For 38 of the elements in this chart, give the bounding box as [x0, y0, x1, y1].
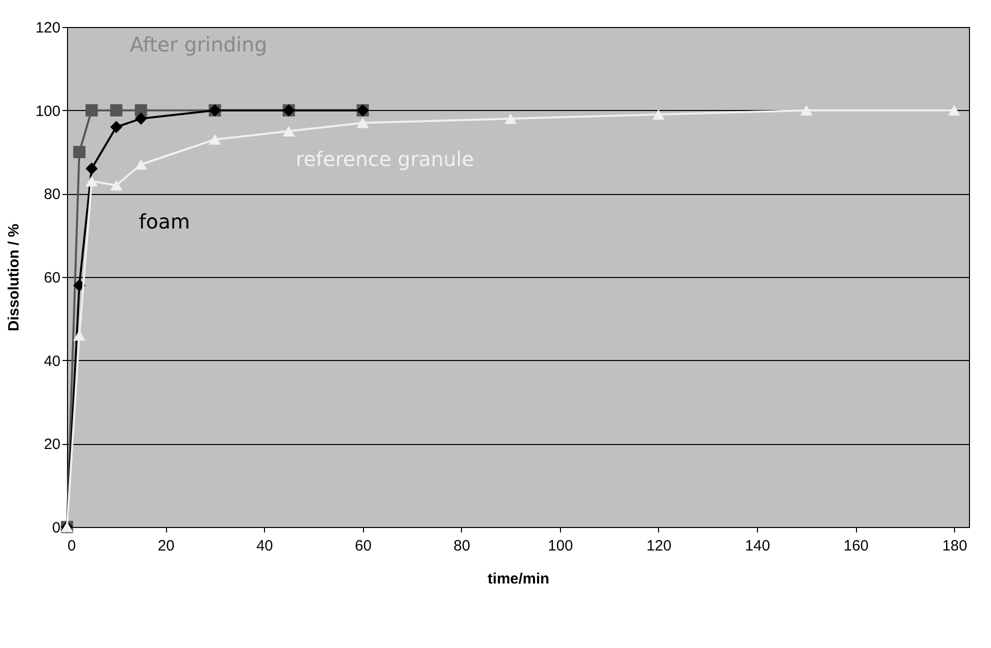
point — [134, 159, 148, 170]
y-tick-label: 100 — [35, 102, 60, 120]
x-tick-label: 60 — [354, 538, 372, 554]
x-tick-label: 120 — [646, 538, 672, 554]
text: After grinding — [130, 32, 268, 56]
x-tick-label: 40 — [256, 538, 273, 554]
point — [110, 120, 122, 134]
x-tick-label: 0 — [68, 538, 76, 554]
point — [356, 118, 369, 128]
y-tick-label: 20 — [44, 436, 60, 454]
x-tick-label: 80 — [453, 538, 470, 554]
y-tick-label: 80 — [44, 186, 60, 204]
y-tick-label: 120 — [35, 20, 60, 36]
point — [73, 146, 86, 158]
y-tick-label: 60 — [44, 270, 60, 286]
y-axis-title: Dissolution / % — [5, 224, 22, 332]
x-tick-label: 180 — [942, 538, 968, 554]
point — [73, 330, 86, 341]
point — [134, 112, 148, 125]
point — [282, 126, 295, 136]
point — [86, 162, 98, 175]
point — [86, 104, 98, 116]
text: foam — [138, 210, 190, 234]
x-tick-label: 100 — [548, 538, 573, 554]
y-tick-label: 0 — [52, 520, 60, 536]
point — [652, 109, 665, 120]
point — [800, 105, 812, 116]
point — [504, 113, 517, 124]
x-axis-title: time/min — [488, 570, 550, 588]
point — [110, 180, 122, 191]
x-tick-label: 160 — [844, 538, 869, 554]
point — [948, 105, 960, 116]
y-tick-label: 40 — [44, 352, 60, 370]
x-tick-label: 140 — [745, 538, 770, 554]
point — [110, 104, 122, 116]
x-tick-label: 20 — [158, 538, 174, 554]
point — [86, 176, 98, 186]
point — [208, 134, 221, 145]
